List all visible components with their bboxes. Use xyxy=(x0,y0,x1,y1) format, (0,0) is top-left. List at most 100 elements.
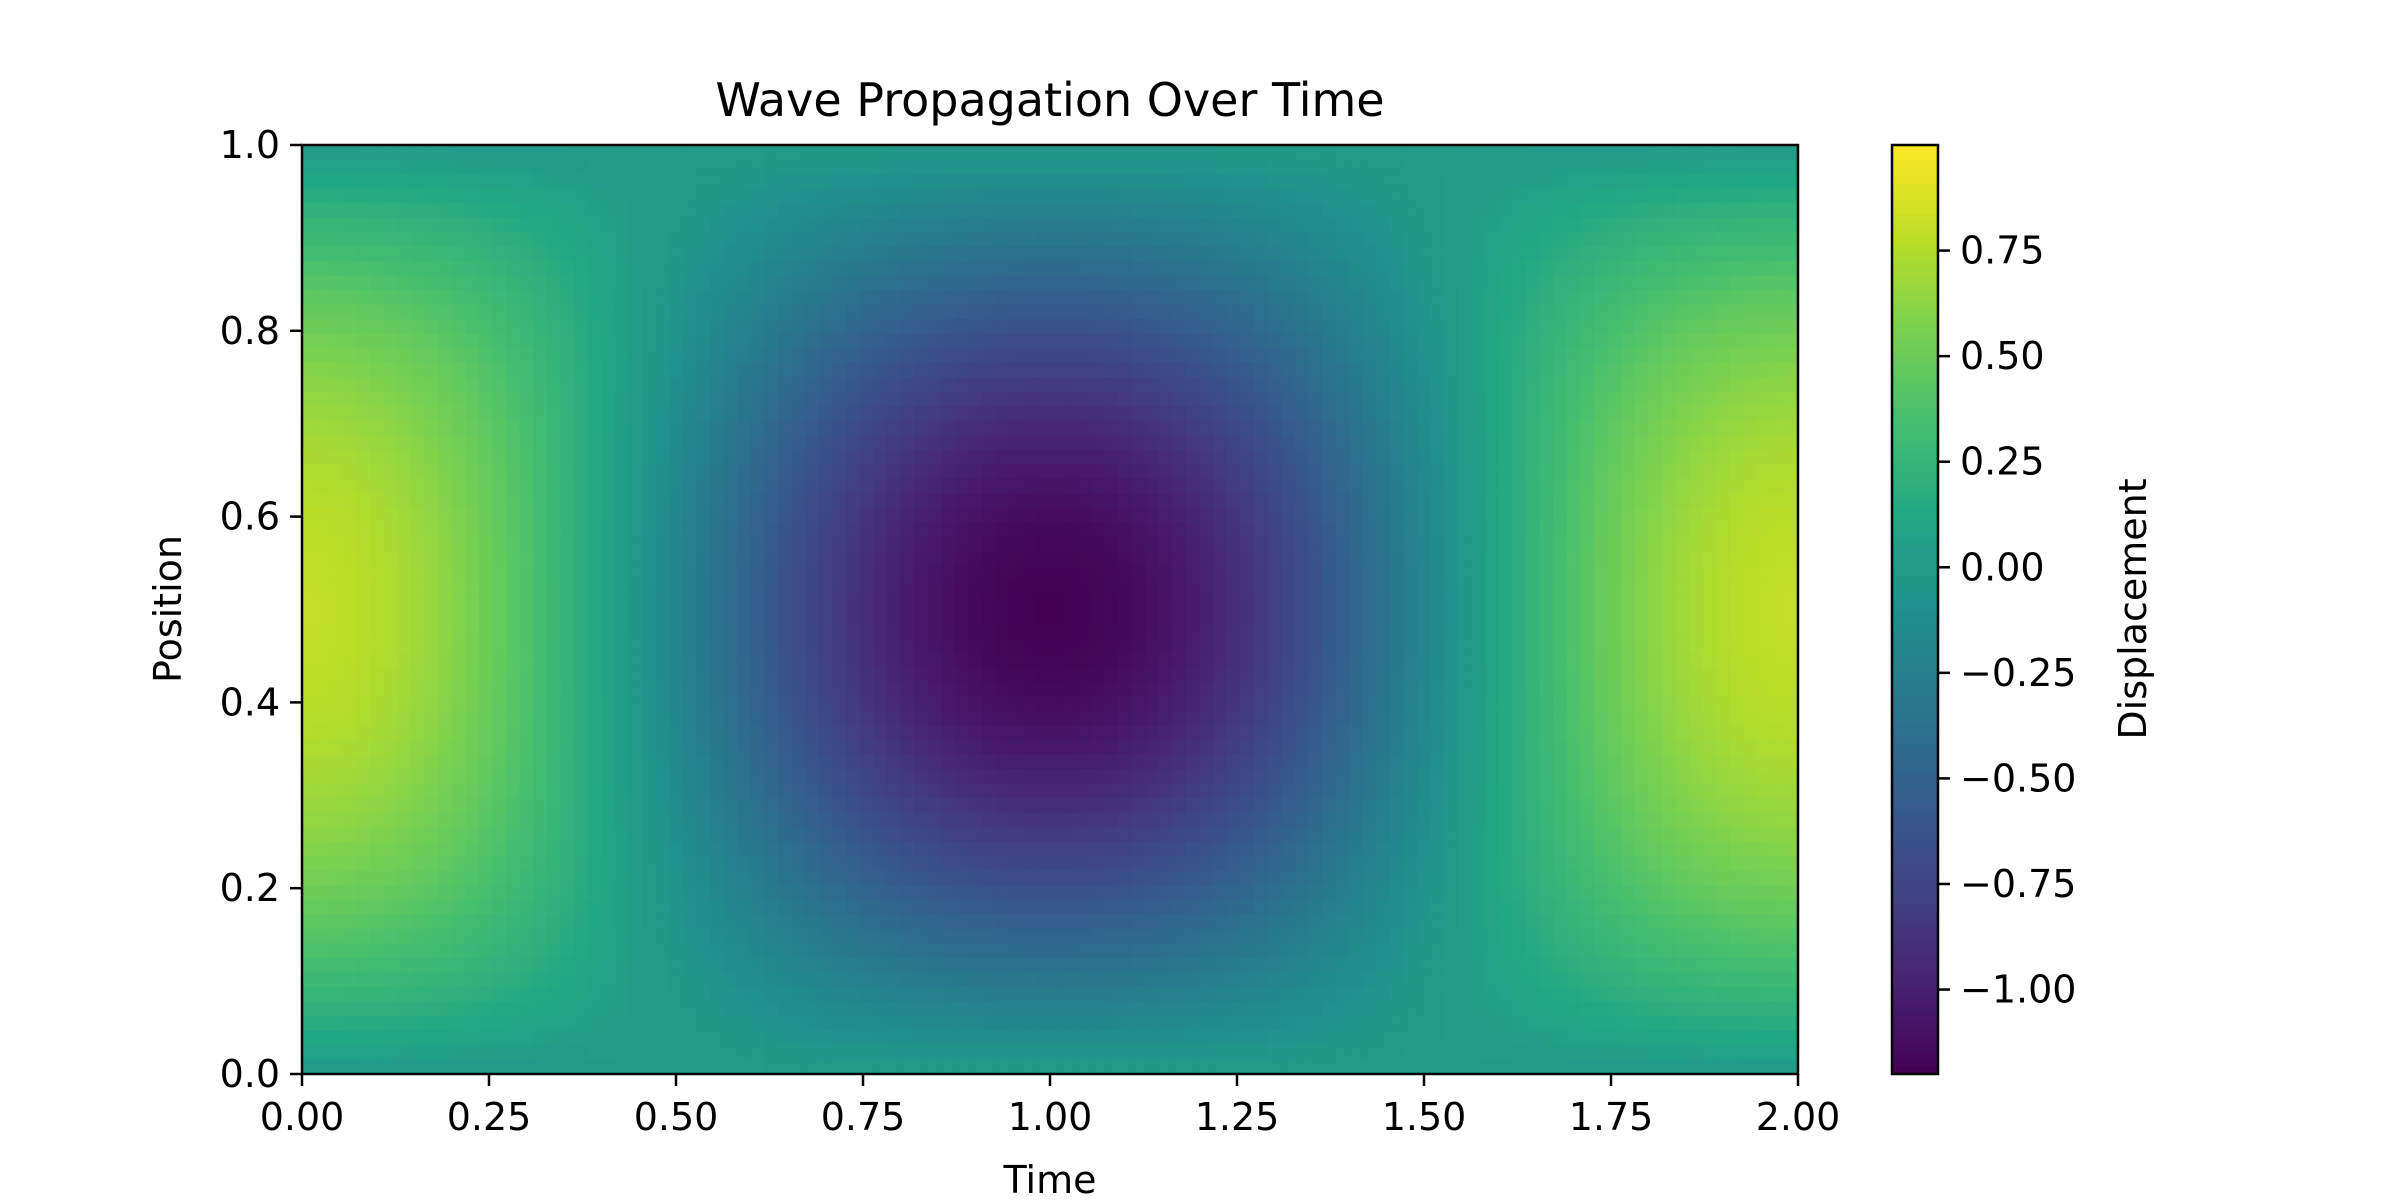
heatmap-cell xyxy=(410,1001,426,1017)
heatmap-cell xyxy=(397,943,412,959)
heatmap-cell xyxy=(1186,478,1201,495)
heatmap-cell xyxy=(968,957,983,974)
heatmap-cell xyxy=(1077,594,1092,611)
heatmap-cell xyxy=(397,914,412,930)
heatmap-cell xyxy=(1145,304,1160,320)
heatmap-cell xyxy=(1104,885,1119,901)
heatmap-cell xyxy=(723,754,738,770)
heatmap-cell xyxy=(696,377,711,393)
heatmap-cell xyxy=(601,667,616,683)
heatmap-cell xyxy=(601,798,616,814)
heatmap-cell xyxy=(696,159,711,175)
heatmap-cell xyxy=(370,522,385,538)
heatmap-cell xyxy=(1213,217,1228,233)
heatmap-cell xyxy=(1335,551,1350,567)
heatmap-cell xyxy=(370,536,385,553)
heatmap-cell xyxy=(1009,536,1024,553)
heatmap-cell xyxy=(628,740,643,756)
heatmap-cell xyxy=(424,348,439,364)
heatmap-cell xyxy=(723,232,738,248)
heatmap-cell xyxy=(818,145,834,161)
heatmap-cell xyxy=(614,885,630,901)
heatmap-cell xyxy=(302,1001,317,1017)
heatmap-cell xyxy=(886,449,902,466)
heatmap-cell xyxy=(546,565,562,582)
heatmap-cell xyxy=(655,551,670,567)
heatmap-cell xyxy=(1050,145,1065,161)
heatmap-cell xyxy=(315,232,330,248)
heatmap-cell xyxy=(1349,217,1364,233)
heatmap-cell xyxy=(682,609,698,625)
heatmap-cell xyxy=(492,478,507,495)
heatmap-cell xyxy=(438,841,453,858)
heatmap-cell xyxy=(356,754,371,770)
heatmap-cell xyxy=(315,682,330,698)
heatmap-cell xyxy=(587,769,602,785)
heatmap-cell xyxy=(614,754,630,770)
heatmap-cell xyxy=(587,914,602,930)
heatmap-cell xyxy=(342,754,358,770)
heatmap-cell xyxy=(832,507,847,524)
heatmap-cell xyxy=(614,406,630,422)
heatmap-cell xyxy=(601,159,616,175)
heatmap-cell xyxy=(1131,261,1146,277)
heatmap-cell xyxy=(574,391,589,408)
heatmap-cell xyxy=(1050,841,1065,858)
heatmap-cell xyxy=(832,406,847,422)
heatmap-cell xyxy=(1240,957,1255,974)
heatmap-cell xyxy=(669,551,684,567)
heatmap-cell xyxy=(1213,174,1228,190)
heatmap-cell xyxy=(519,885,534,901)
heatmap-cell xyxy=(982,914,997,930)
heatmap-cell xyxy=(764,261,779,277)
heatmap-cell xyxy=(1240,174,1255,190)
heatmap-cell xyxy=(601,319,616,335)
heatmap-cell xyxy=(886,1059,902,1075)
heatmap-cell xyxy=(370,348,385,364)
heatmap-cell xyxy=(302,972,317,988)
heatmap-cell xyxy=(737,275,752,291)
heatmap-cell xyxy=(750,275,766,291)
heatmap-cell xyxy=(560,580,575,596)
heatmap-cell xyxy=(356,145,371,161)
heatmap-cell xyxy=(750,464,766,480)
heatmap-cell xyxy=(1322,1001,1337,1017)
heatmap-cell xyxy=(1009,174,1024,190)
heatmap-cell xyxy=(642,319,657,335)
heatmap-cell xyxy=(873,478,888,495)
heatmap-cell xyxy=(628,217,643,233)
heatmap-cell xyxy=(1186,725,1201,741)
heatmap-cell xyxy=(1036,609,1051,625)
heatmap-cell xyxy=(1254,203,1269,219)
heatmap-cell xyxy=(968,391,983,408)
heatmap-cell xyxy=(1226,232,1242,248)
heatmap-cell xyxy=(737,333,752,350)
heatmap-cell xyxy=(1349,798,1364,814)
heatmap-cell xyxy=(968,319,983,335)
heatmap-cell xyxy=(1281,232,1296,248)
heatmap-cell xyxy=(696,232,711,248)
heatmap-cell xyxy=(982,406,997,422)
heatmap-cell xyxy=(1199,449,1214,466)
heatmap-cell xyxy=(886,972,902,988)
heatmap-cell xyxy=(1281,246,1296,262)
heatmap-cell xyxy=(1090,653,1106,669)
heatmap-cell xyxy=(832,885,847,901)
heatmap-cell xyxy=(927,856,942,872)
heatmap-cell xyxy=(424,783,439,800)
heatmap-cell xyxy=(1172,188,1187,204)
heatmap-cell xyxy=(492,841,507,858)
heatmap-cell xyxy=(1077,391,1092,408)
heatmap-cell xyxy=(914,435,929,451)
heatmap-cell xyxy=(832,449,847,466)
heatmap-cell xyxy=(778,159,793,175)
heatmap-cell xyxy=(1308,159,1323,175)
heatmap-cell xyxy=(927,348,942,364)
heatmap-cell xyxy=(1090,261,1106,277)
heatmap-cell xyxy=(587,406,602,422)
heatmap-cell xyxy=(1267,624,1282,640)
heatmap-cell xyxy=(682,856,698,872)
heatmap-cell xyxy=(1281,580,1296,596)
heatmap-cell xyxy=(669,420,684,437)
heatmap-cell xyxy=(1294,580,1310,596)
